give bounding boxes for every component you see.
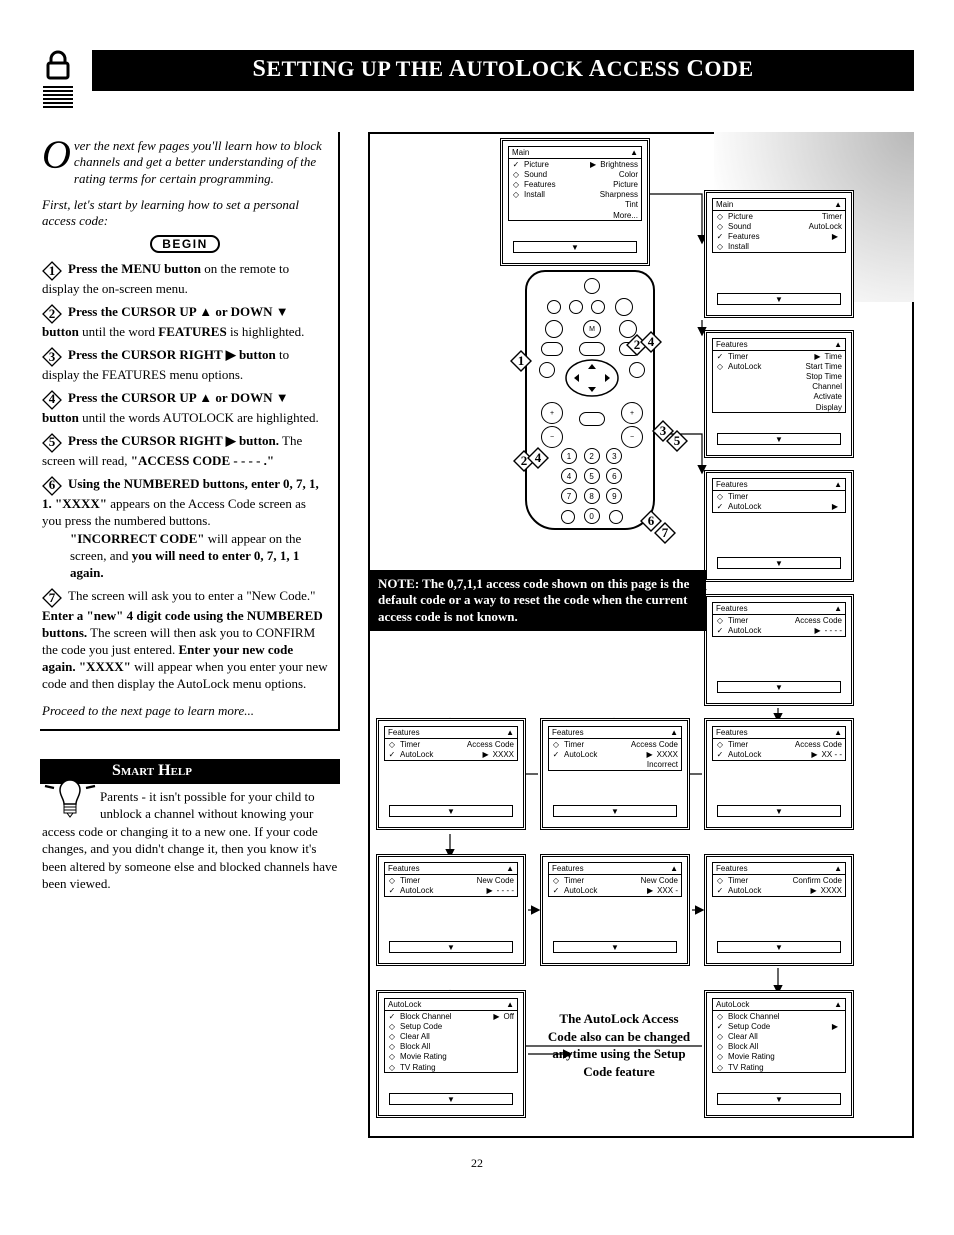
mute-button (579, 412, 605, 426)
callout-1: 1 (510, 350, 532, 372)
vol-up: + (541, 402, 563, 424)
page-number: 22 (40, 1156, 914, 1171)
num-1: 1 (561, 448, 577, 464)
lock-icon (40, 50, 76, 108)
intro-text: O ver the next few pages you'll learn ho… (42, 138, 328, 187)
page-title: SETTING UP THE AUTOLOCK ACCESS CODE (92, 50, 914, 91)
tv-screen-s6b: Features▲ ◇TimerAccess Code✓AutoLock▶XXX… (540, 718, 690, 830)
num-6: 6 (606, 468, 622, 484)
note-box: NOTE: The 0,7,1,1 access code shown on t… (368, 570, 706, 631)
clock-button (609, 510, 623, 524)
tv-screen-s8a: AutoLock▲ ✓Block Channel▶Off◇Setup Code◇… (376, 990, 526, 1118)
steps-box: O ver the next few pages you'll learn ho… (40, 132, 340, 731)
vol-down: − (541, 426, 563, 448)
tv-screen-s4: Features▲ ◇Timer✓AutoLock▶ ▼ (704, 470, 854, 582)
remote-button (547, 300, 561, 314)
smart-help-box: Smart Help (40, 759, 340, 893)
closing-line: Proceed to the next page to learn more..… (42, 703, 328, 719)
menu-button: M (583, 320, 601, 338)
begin-badge: BEGIN (150, 235, 220, 253)
status-button (579, 342, 605, 356)
remote-button (615, 298, 633, 316)
tv-screen-s2: Main▲ ◇PictureTimer◇SoundAutoLock✓Featur… (704, 190, 854, 318)
sleep-button (561, 510, 575, 524)
step-6: 6Using the NUMBERED buttons, enter 0, 7,… (42, 476, 328, 582)
tv-screen-s3: Features▲ ✓Timer▶Time◇AutoLockStart Time… (704, 330, 854, 458)
tv-screen-s7c: Features▲ ◇TimerConfirm Code✓AutoLock▶XX… (704, 854, 854, 966)
step-3: 3Press the CURSOR RIGHT ▶ button to disp… (42, 347, 328, 384)
num-7: 7 (561, 488, 577, 504)
step-5: 5Press the CURSOR RIGHT ▶ button. The sc… (42, 433, 328, 470)
remote-control: M + − + − (525, 270, 655, 530)
tv-screen-s8b: AutoLock▲ ◇Block Channel✓Setup Code▶◇Cle… (704, 990, 854, 1118)
remote-button (539, 362, 555, 378)
lightbulb-icon (44, 766, 96, 822)
left-column: O ver the next few pages you'll learn ho… (40, 132, 340, 1138)
tv-screen-s7a: Features▲ ◇TimerNew Code✓AutoLock▶- - - … (376, 854, 526, 966)
remote-button (569, 300, 583, 314)
page-header: SETTING UP THE AUTOLOCK ACCESS CODE (40, 50, 914, 108)
num-8: 8 (584, 488, 600, 504)
remote-button (629, 362, 645, 378)
power-button (584, 278, 600, 294)
remote-button (541, 342, 563, 356)
callout-4: 4 (640, 331, 662, 353)
diagram-frame: Main▲ ✓Picture▶Brightness◇SoundColor◇Fea… (368, 132, 914, 1138)
num-9: 9 (606, 488, 622, 504)
ch-up: + (621, 402, 643, 424)
step-2: 2Press the CURSOR UP ▲ or DOWN ▼ button … (42, 304, 328, 341)
remote-button (545, 320, 563, 338)
dropcap: O (42, 138, 74, 172)
step-7: 7The screen will ask you to enter a "New… (42, 588, 328, 692)
tv-screen-s1: Main▲ ✓Picture▶Brightness◇SoundColor◇Fea… (500, 138, 650, 266)
tv-screen-s7b: Features▲ ◇TimerNew Code✓AutoLock▶XXX - … (540, 854, 690, 966)
num-3: 3 (606, 448, 622, 464)
num-2: 2 (584, 448, 600, 464)
remote-button (591, 300, 605, 314)
step-1: 1Press the MENU button on the remote to … (42, 261, 328, 298)
ch-down: − (621, 426, 643, 448)
tv-screen-s5: Features▲ ◇TimerAccess Code✓AutoLock▶- -… (704, 594, 854, 706)
num-0: 0 (584, 508, 600, 524)
tv-screen-s6a: Features▲ ◇TimerAccess Code✓AutoLock▶XXX… (376, 718, 526, 830)
num-5: 5 (584, 468, 600, 484)
callout-4: 4 (527, 447, 549, 469)
intro-line2: First, let's start by learning how to se… (42, 197, 328, 230)
num-4: 4 (561, 468, 577, 484)
callout-7: 7 (654, 522, 676, 544)
tv-screen-s6c: Features▲ ◇TimerAccess Code✓AutoLock▶XX … (704, 718, 854, 830)
callout-5: 5 (666, 430, 688, 452)
step-4: 4Press the CURSOR UP ▲ or DOWN ▼ button … (42, 390, 328, 427)
right-column: Main▲ ✓Picture▶Brightness◇SoundColor◇Fea… (368, 132, 914, 1138)
